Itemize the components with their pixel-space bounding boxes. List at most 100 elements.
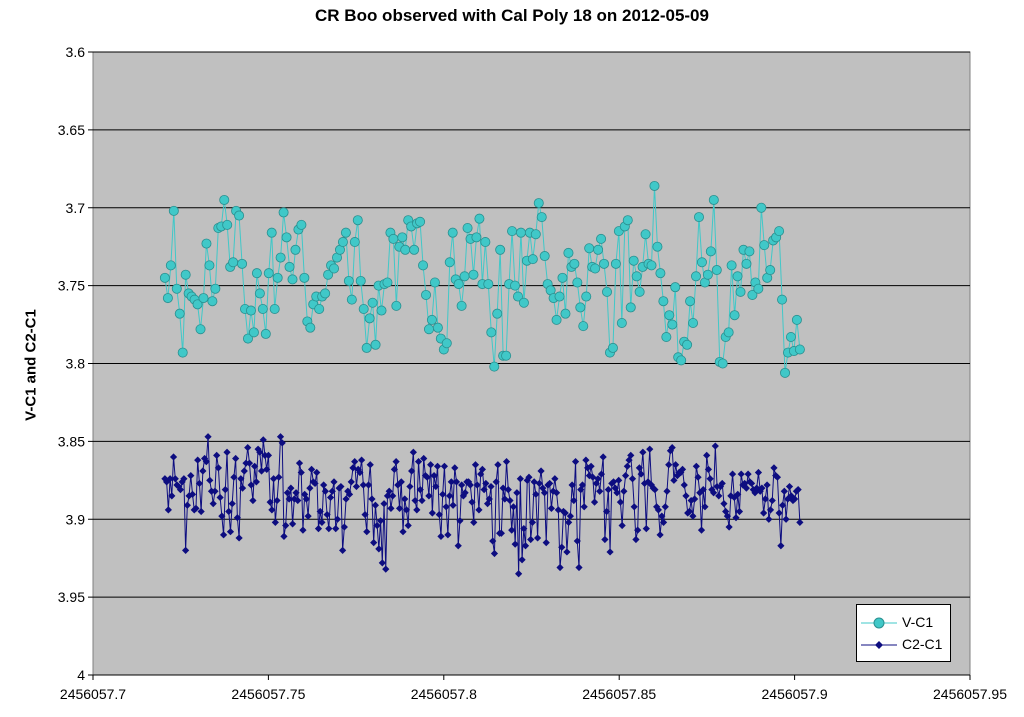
data-point-v-c1 bbox=[530, 229, 541, 240]
data-point-v-c1 bbox=[747, 289, 758, 300]
data-point-v-c1 bbox=[655, 268, 666, 279]
data-point-c2-c1 bbox=[779, 501, 787, 509]
data-point-v-c1 bbox=[593, 244, 604, 255]
data-point-v-c1 bbox=[590, 263, 601, 274]
data-point-c2-c1 bbox=[511, 540, 519, 548]
data-point-c2-c1 bbox=[375, 545, 383, 553]
data-point-c2-c1 bbox=[216, 493, 224, 502]
data-point-v-c1 bbox=[447, 227, 458, 238]
data-point-v-c1 bbox=[602, 286, 613, 297]
data-point-c2-c1 bbox=[337, 482, 345, 491]
data-point-c2-c1 bbox=[197, 507, 205, 516]
data-point-c2-c1 bbox=[761, 495, 769, 503]
data-point-c2-c1 bbox=[233, 514, 241, 522]
data-point-c2-c1 bbox=[692, 462, 700, 470]
data-point-c2-c1 bbox=[371, 501, 380, 509]
data-point-c2-c1 bbox=[480, 486, 488, 494]
data-point-c2-c1 bbox=[632, 535, 640, 544]
data-point-c2-c1 bbox=[283, 489, 292, 497]
data-point-v-c1 bbox=[539, 251, 550, 262]
data-point-c2-c1 bbox=[361, 510, 369, 519]
data-point-c2-c1 bbox=[639, 448, 647, 456]
data-point-c2-c1 bbox=[221, 486, 229, 494]
data-point-c2-c1 bbox=[449, 501, 457, 509]
data-point-c2-c1 bbox=[561, 509, 569, 517]
data-point-v-c1 bbox=[296, 219, 307, 230]
data-point-c2-c1 bbox=[437, 532, 445, 540]
data-point-v-c1 bbox=[702, 269, 713, 280]
data-point-c2-c1 bbox=[339, 546, 347, 554]
data-point-c2-c1 bbox=[378, 559, 386, 567]
x-tick-label: 2456057.95 bbox=[933, 686, 1007, 702]
data-point-c2-c1 bbox=[635, 464, 643, 472]
data-point-v-c1 bbox=[358, 303, 369, 314]
data-point-c2-c1 bbox=[380, 500, 388, 508]
data-point-c2-c1 bbox=[342, 495, 350, 503]
data-point-c2-c1 bbox=[616, 498, 625, 506]
data-point-c2-c1 bbox=[385, 487, 393, 495]
data-point-v-c1 bbox=[512, 291, 523, 302]
data-point-c2-c1 bbox=[461, 489, 469, 497]
data-point-c2-c1 bbox=[785, 482, 794, 491]
data-point-c2-c1 bbox=[251, 462, 259, 470]
data-point-c2-c1 bbox=[225, 507, 233, 516]
data-point-c2-c1 bbox=[485, 495, 493, 503]
data-point-v-c1 bbox=[533, 198, 544, 209]
data-point-v-c1 bbox=[551, 314, 562, 325]
data-point-c2-c1 bbox=[727, 492, 735, 500]
data-point-c2-c1 bbox=[518, 556, 526, 564]
data-point-v-c1 bbox=[228, 257, 239, 268]
data-point-v-c1 bbox=[661, 332, 672, 343]
data-point-v-c1 bbox=[652, 241, 663, 252]
data-point-c2-c1 bbox=[218, 512, 226, 520]
data-point-v-c1 bbox=[696, 257, 707, 268]
data-point-c2-c1 bbox=[611, 484, 619, 492]
data-point-c2-c1 bbox=[756, 487, 764, 495]
data-point-c2-c1 bbox=[542, 539, 550, 547]
data-point-v-c1 bbox=[756, 202, 767, 213]
data-point-c2-c1 bbox=[703, 451, 711, 459]
data-point-c2-c1 bbox=[387, 504, 395, 512]
data-point-v-c1 bbox=[578, 321, 589, 332]
data-point-c2-c1 bbox=[297, 468, 305, 477]
data-point-v-c1 bbox=[501, 350, 512, 361]
x-tick-label: 2456057.75 bbox=[231, 686, 305, 702]
data-point-c2-c1 bbox=[706, 475, 714, 483]
data-point-v-c1 bbox=[486, 327, 497, 338]
data-point-c2-c1 bbox=[791, 495, 799, 503]
data-point-v-c1 bbox=[649, 180, 660, 191]
data-point-c2-c1 bbox=[192, 504, 200, 512]
data-point-c2-c1 bbox=[275, 473, 283, 481]
data-point-c2-c1 bbox=[254, 445, 262, 453]
data-point-c2-c1 bbox=[708, 486, 716, 494]
data-point-v-c1 bbox=[299, 272, 310, 283]
data-point-c2-c1 bbox=[270, 475, 278, 483]
data-point-c2-c1 bbox=[413, 506, 421, 514]
data-point-v-c1 bbox=[631, 271, 642, 282]
data-point-c2-c1 bbox=[682, 492, 690, 500]
data-point-c2-c1 bbox=[780, 487, 788, 495]
data-point-c2-c1 bbox=[330, 478, 338, 486]
data-point-c2-c1 bbox=[402, 506, 411, 514]
data-point-c2-c1 bbox=[185, 492, 193, 500]
data-point-c2-c1 bbox=[249, 496, 257, 505]
data-point-c2-c1 bbox=[653, 503, 661, 511]
data-point-c2-c1 bbox=[758, 484, 766, 492]
data-point-c2-c1 bbox=[773, 473, 782, 481]
data-point-c2-c1 bbox=[725, 523, 733, 531]
data-point-c2-c1 bbox=[394, 481, 402, 489]
data-point-v-c1 bbox=[426, 314, 437, 325]
data-point-c2-c1 bbox=[741, 479, 749, 488]
data-point-c2-c1 bbox=[397, 478, 405, 486]
data-point-c2-c1 bbox=[432, 482, 440, 491]
data-point-v-c1 bbox=[732, 271, 743, 282]
data-point-c2-c1 bbox=[654, 506, 662, 514]
data-point-v-c1 bbox=[554, 291, 565, 302]
data-point-c2-c1 bbox=[273, 496, 281, 505]
data-point-v-c1 bbox=[596, 233, 607, 244]
data-point-c2-c1 bbox=[730, 493, 738, 502]
data-point-v-c1 bbox=[664, 310, 675, 321]
data-point-c2-c1 bbox=[580, 503, 588, 511]
data-point-c2-c1 bbox=[344, 487, 352, 495]
